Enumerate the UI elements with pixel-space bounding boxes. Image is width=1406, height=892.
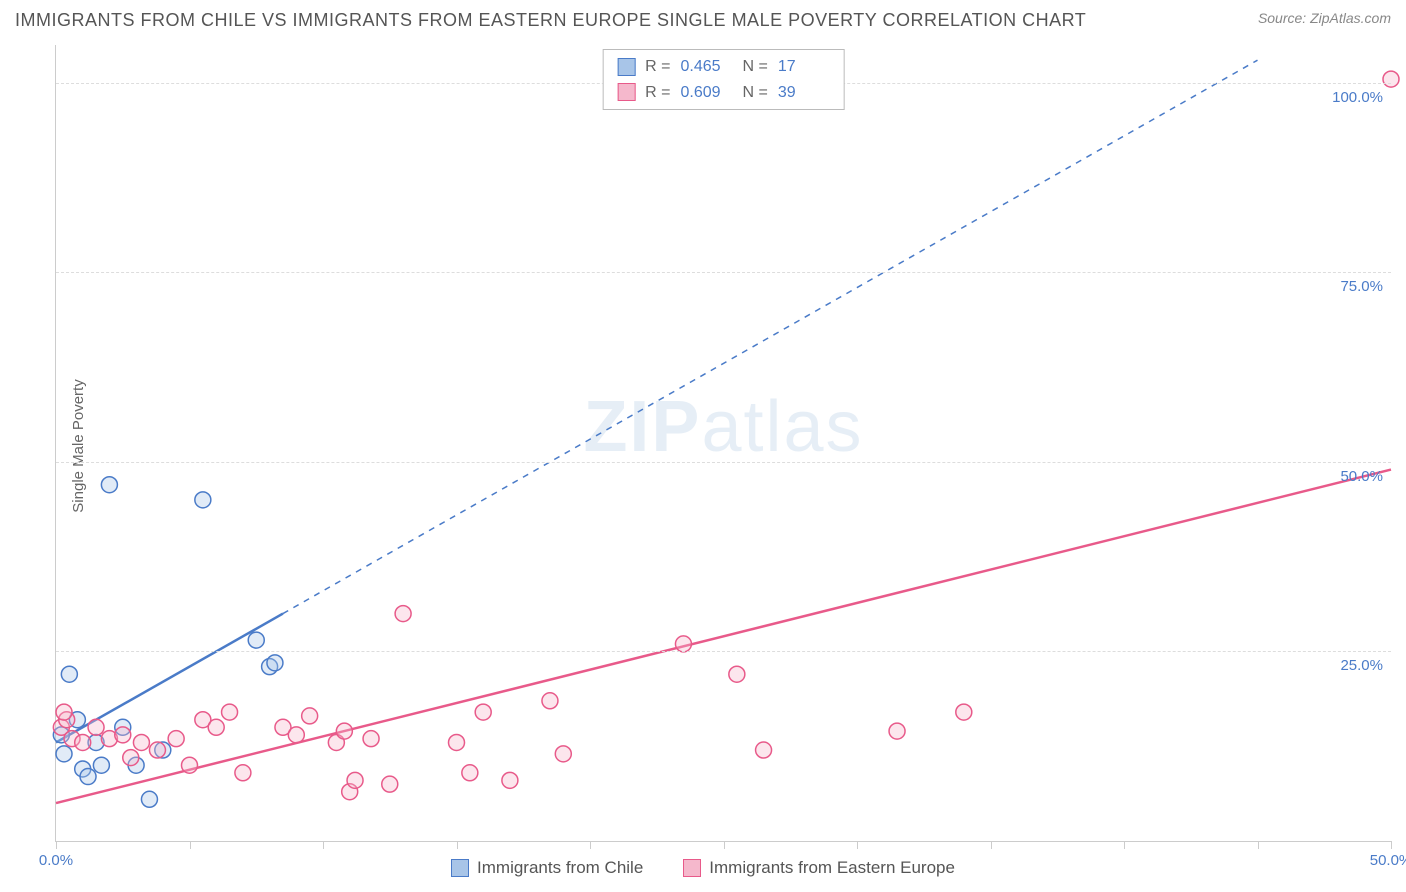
y-tick-label: 50.0%	[1340, 468, 1383, 485]
data-point-eastern_europe	[235, 765, 251, 781]
data-point-eastern_europe	[75, 734, 91, 750]
data-point-eastern_europe	[222, 704, 238, 720]
data-point-chile	[93, 757, 109, 773]
x-tick	[457, 841, 458, 849]
source-label: Source: ZipAtlas.com	[1258, 10, 1391, 26]
swatch-chile	[451, 859, 469, 877]
y-tick-label: 100.0%	[1332, 89, 1383, 106]
legend-label: Immigrants from Eastern Europe	[709, 858, 955, 878]
data-point-chile	[195, 492, 211, 508]
x-tick	[56, 841, 57, 849]
data-point-eastern_europe	[675, 636, 691, 652]
r-label: R =	[645, 54, 670, 80]
data-point-eastern_europe	[149, 742, 165, 758]
chart-title: IMMIGRANTS FROM CHILE VS IMMIGRANTS FROM…	[15, 10, 1086, 31]
x-tick	[590, 841, 591, 849]
data-point-chile	[56, 746, 72, 762]
legend-row-eastern-europe: R = 0.609 N = 39	[617, 80, 830, 106]
x-tick	[857, 841, 858, 849]
data-point-eastern_europe	[336, 723, 352, 739]
gridline	[56, 272, 1391, 273]
data-point-eastern_europe	[347, 772, 363, 788]
trend-line-dashed-chile	[283, 60, 1258, 613]
data-point-eastern_europe	[182, 757, 198, 773]
data-point-eastern_europe	[168, 731, 184, 747]
correlation-legend: R = 0.465 N = 17 R = 0.609 N = 39	[602, 49, 845, 110]
data-point-chile	[141, 791, 157, 807]
data-point-eastern_europe	[208, 719, 224, 735]
legend-item-eastern-europe: Immigrants from Eastern Europe	[683, 858, 955, 878]
data-point-eastern_europe	[462, 765, 478, 781]
y-tick-label: 25.0%	[1340, 657, 1383, 674]
data-point-eastern_europe	[1383, 71, 1399, 87]
data-point-eastern_europe	[302, 708, 318, 724]
data-point-eastern_europe	[502, 772, 518, 788]
data-point-eastern_europe	[288, 727, 304, 743]
x-tick	[724, 841, 725, 849]
data-point-eastern_europe	[756, 742, 772, 758]
series-legend: Immigrants from Chile Immigrants from Ea…	[0, 858, 1406, 878]
data-point-eastern_europe	[363, 731, 379, 747]
data-point-chile	[61, 666, 77, 682]
n-label: N =	[743, 80, 768, 106]
data-point-eastern_europe	[56, 704, 72, 720]
x-tick	[1124, 841, 1125, 849]
swatch-eastern-europe	[683, 859, 701, 877]
data-point-eastern_europe	[395, 606, 411, 622]
data-point-eastern_europe	[729, 666, 745, 682]
data-point-eastern_europe	[956, 704, 972, 720]
chart-area: ZIPatlas R = 0.465 N = 17 R = 0.609 N = …	[55, 45, 1391, 842]
x-tick	[323, 841, 324, 849]
r-value: 0.465	[681, 54, 733, 80]
n-label: N =	[743, 54, 768, 80]
n-value: 39	[778, 80, 830, 106]
scatter-plot	[56, 45, 1391, 841]
data-point-chile	[248, 632, 264, 648]
y-tick-label: 75.0%	[1340, 278, 1383, 295]
legend-row-chile: R = 0.465 N = 17	[617, 54, 830, 80]
legend-item-chile: Immigrants from Chile	[451, 858, 643, 878]
swatch-eastern-europe	[617, 83, 635, 101]
data-point-eastern_europe	[133, 734, 149, 750]
data-point-eastern_europe	[889, 723, 905, 739]
data-point-chile	[267, 655, 283, 671]
data-point-eastern_europe	[88, 719, 104, 735]
data-point-chile	[101, 477, 117, 493]
data-point-eastern_europe	[475, 704, 491, 720]
data-point-eastern_europe	[123, 750, 139, 766]
data-point-eastern_europe	[382, 776, 398, 792]
legend-label: Immigrants from Chile	[477, 858, 643, 878]
x-tick	[1258, 841, 1259, 849]
r-label: R =	[645, 80, 670, 106]
n-value: 17	[778, 54, 830, 80]
x-tick	[1391, 841, 1392, 849]
gridline	[56, 651, 1391, 652]
data-point-eastern_europe	[449, 734, 465, 750]
data-point-eastern_europe	[542, 693, 558, 709]
data-point-eastern_europe	[115, 727, 131, 743]
r-value: 0.609	[681, 80, 733, 106]
x-tick	[190, 841, 191, 849]
x-tick	[991, 841, 992, 849]
gridline	[56, 462, 1391, 463]
data-point-chile	[80, 769, 96, 785]
data-point-eastern_europe	[555, 746, 571, 762]
swatch-chile	[617, 58, 635, 76]
